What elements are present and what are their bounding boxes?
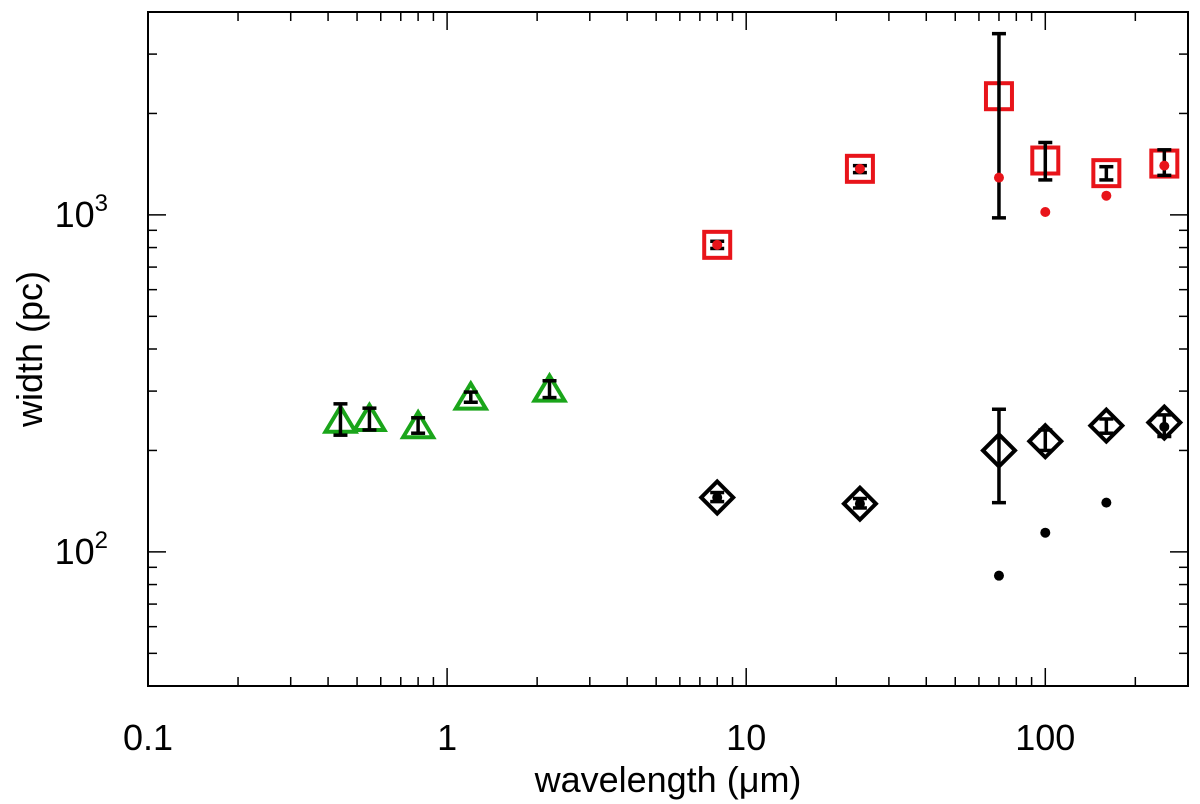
dot-marker <box>993 570 1004 581</box>
axis-ticks <box>147 11 1189 687</box>
triangle-marker <box>399 408 437 440</box>
diamond-marker <box>698 478 737 517</box>
error-bar <box>333 402 348 437</box>
y-tick-label: 102 <box>55 527 108 572</box>
y-tick-label: 103 <box>55 190 108 235</box>
dot-marker <box>1159 160 1170 171</box>
x-axis-title: wavelength (μm) <box>534 759 802 800</box>
x-tick-label: 10 <box>726 717 766 758</box>
error-bar <box>463 390 478 405</box>
data-marks <box>321 31 1184 581</box>
diamond-marker <box>841 484 879 523</box>
triangle-marker <box>452 379 490 411</box>
dot-marker <box>1159 421 1170 432</box>
error-bar <box>991 31 1006 220</box>
error-bar <box>362 406 377 432</box>
dot-marker <box>712 239 723 250</box>
square-marker <box>702 229 733 260</box>
x-tick-label: 100 <box>1015 717 1075 758</box>
error-bar <box>1038 140 1053 182</box>
diamond-marker <box>1145 403 1184 442</box>
dot-marker <box>1101 497 1112 508</box>
y-axis-title: width (pc) <box>9 271 50 428</box>
diamond-marker <box>1026 422 1065 461</box>
error-bar <box>991 407 1006 505</box>
dot-marker <box>1040 206 1051 217</box>
tick-labels: 0.1 1 10 100 102 103 <box>55 190 1076 758</box>
square-marker <box>844 153 875 184</box>
plot-frame <box>147 11 1189 687</box>
error-bar <box>411 416 426 435</box>
triangle-marker <box>530 371 569 403</box>
error-bar <box>1038 428 1053 453</box>
square-marker <box>1091 158 1122 189</box>
x-tick-label: 1 <box>437 717 457 758</box>
dot-marker <box>1101 190 1112 201</box>
dot-marker <box>712 492 723 503</box>
diamond-marker <box>1087 406 1126 445</box>
dot-marker <box>993 172 1004 183</box>
error-bar <box>542 378 557 400</box>
error-bar <box>1099 417 1114 435</box>
dot-marker <box>1040 527 1051 538</box>
dot-marker <box>854 163 865 174</box>
x-tick-label: 0.1 <box>123 717 173 758</box>
error-bar <box>1099 164 1114 182</box>
dot-marker <box>854 498 865 509</box>
